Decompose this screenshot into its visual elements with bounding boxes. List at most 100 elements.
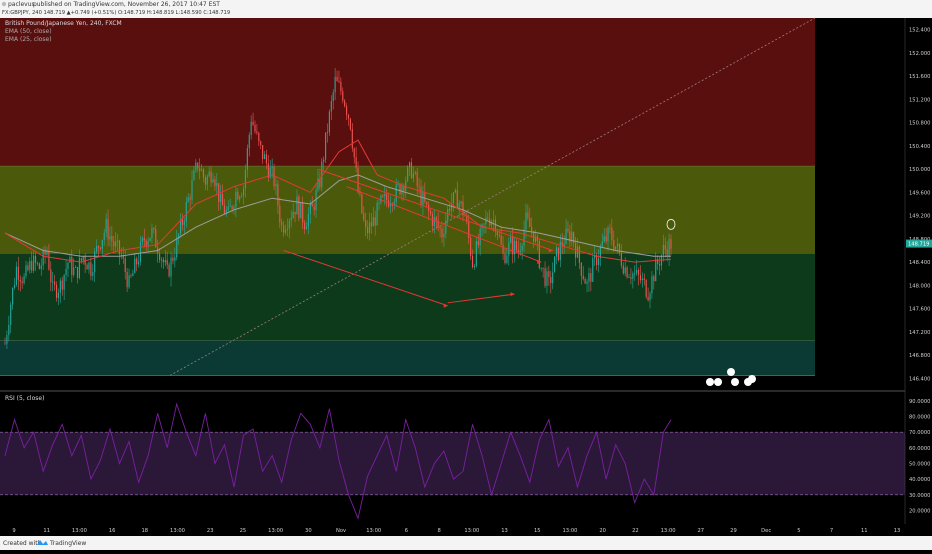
header-bar (0, 0, 932, 18)
candle-body (105, 218, 107, 233)
candle-body (117, 240, 119, 242)
candle-body (641, 278, 643, 281)
candle-body (502, 244, 504, 254)
trendline-lower-channel (283, 250, 448, 307)
candle-body (160, 259, 163, 261)
candle-body (311, 203, 313, 207)
candle-body (220, 193, 222, 203)
candle-body (603, 236, 605, 242)
candle-body (471, 255, 474, 268)
candle-body (241, 195, 243, 197)
event-markers[interactable] (706, 368, 756, 386)
candle-body (136, 258, 138, 265)
candle-body (342, 91, 344, 101)
candle-body (554, 256, 556, 273)
candle-body (267, 163, 269, 178)
candle-body (305, 226, 308, 230)
zone-support (0, 340, 815, 376)
candle-body (124, 258, 126, 272)
event-flag-icon[interactable] (706, 378, 714, 386)
candle-body (605, 236, 607, 242)
arrowhead-icon (537, 260, 542, 265)
price-tick-label: 147.600 (909, 307, 930, 313)
candle-body (33, 255, 35, 271)
published-line: published on TradingView.com, November 2… (33, 1, 220, 8)
candle-body (479, 228, 481, 246)
candle-body (17, 266, 19, 280)
candle-body (336, 76, 338, 82)
ema25-line (4, 139, 672, 263)
candle-body (260, 141, 262, 146)
candle-body (506, 255, 508, 264)
candle-body (424, 192, 426, 202)
candle-body (460, 201, 462, 204)
candle-body (50, 269, 52, 283)
candle-body (38, 263, 40, 269)
candle-body (567, 228, 569, 232)
candle-body (147, 241, 149, 246)
event-flag-icon[interactable] (731, 378, 739, 386)
candle-body (183, 221, 185, 225)
candle-body (540, 267, 542, 269)
candle-body (212, 179, 214, 183)
candle-body (13, 284, 16, 288)
candle-body (275, 184, 277, 187)
ema25-label: EMA (25, close) (5, 36, 52, 43)
event-flag-icon[interactable] (727, 368, 735, 376)
candle-body (616, 243, 619, 247)
time-tick-label: 13:00 (268, 528, 283, 534)
candle-body (613, 240, 615, 250)
event-flag-icon[interactable] (748, 375, 756, 383)
candle-body (19, 279, 21, 282)
candle-body (462, 201, 464, 216)
price-tick-label: 152.400 (909, 28, 930, 34)
time-tick-label: 5 (797, 528, 800, 534)
candle-body (258, 132, 260, 142)
candle-body (658, 263, 661, 266)
price-tick-label: 150.800 (909, 121, 930, 127)
candle-body (582, 275, 584, 279)
candle-body (328, 111, 330, 133)
author-name[interactable]: paclevus (8, 1, 35, 8)
candle-body (571, 232, 573, 242)
candle-body (470, 237, 472, 256)
candle-body (519, 250, 521, 253)
candle-body (666, 249, 668, 257)
candle-body (389, 204, 392, 207)
candle-body (283, 225, 285, 233)
candle-body (210, 171, 212, 183)
candle-body (44, 249, 46, 255)
candle-body (439, 227, 441, 229)
time-tick-label: 27 (697, 528, 704, 534)
candle-body (323, 159, 325, 162)
time-tick-label: 20 (599, 528, 606, 534)
candle-body (393, 201, 395, 206)
candle-body (302, 202, 304, 223)
candle-body (168, 264, 170, 277)
candle-body (653, 276, 655, 282)
price-axis[interactable] (905, 18, 932, 524)
candle-body (504, 253, 506, 264)
candle-body (256, 131, 258, 133)
candle-body (237, 191, 239, 200)
rsi-tick-label: 40.0000 (909, 477, 930, 483)
candle-body (197, 162, 199, 169)
candle-body (615, 246, 617, 250)
candle-body (25, 265, 27, 277)
candle-body (347, 114, 350, 119)
candle-body (315, 190, 317, 211)
tradingview-logo-icon (37, 540, 48, 545)
candle-body (546, 271, 548, 286)
candle-body (279, 205, 281, 223)
candle-body (349, 118, 351, 130)
candle-body (78, 258, 80, 278)
candle-body (132, 273, 134, 276)
candle-body (286, 228, 289, 230)
candle-body (202, 169, 205, 178)
price-tick-label: 149.600 (909, 190, 930, 196)
event-flag-icon[interactable] (714, 378, 722, 386)
time-axis[interactable] (0, 524, 932, 536)
time-tick-label: 13 (501, 528, 508, 534)
candle-body (466, 215, 468, 222)
candle-body (122, 255, 124, 259)
